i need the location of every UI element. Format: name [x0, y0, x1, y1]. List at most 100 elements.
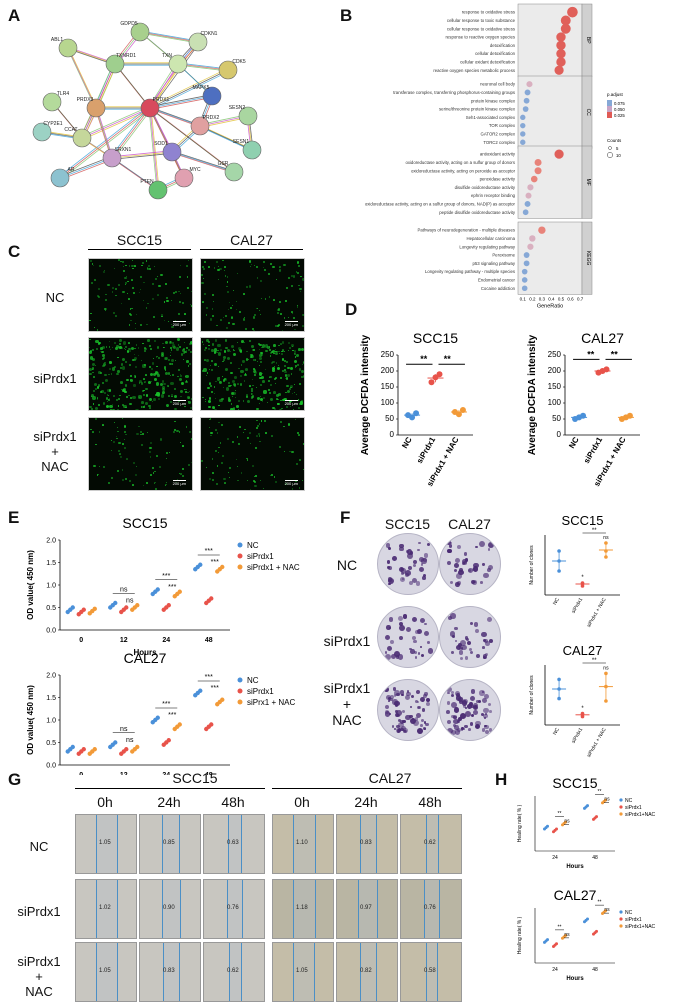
fluorescent-cell	[203, 292, 206, 296]
colony	[414, 655, 418, 659]
y-tick-label: 0.5	[46, 740, 56, 747]
network-node	[218, 60, 238, 80]
go-dot	[525, 192, 532, 199]
fluorescent-cell	[258, 343, 261, 346]
data-point	[166, 738, 171, 743]
fluorescent-cell	[293, 383, 296, 386]
fluorescent-cell	[185, 346, 189, 350]
sig-label: ns	[603, 665, 609, 671]
x-category-label: siPrdx1 + NAC	[586, 597, 608, 629]
fluorescent-cell	[270, 383, 273, 387]
fluorescent-cell	[210, 385, 213, 388]
fluorescent-cell	[183, 404, 185, 406]
fluorescent-cell	[285, 483, 288, 485]
sig-label: ***	[205, 674, 213, 681]
fluorescent-cell	[116, 373, 119, 376]
x-category-label: NC	[552, 727, 561, 737]
fluorescent-cell	[204, 399, 206, 401]
fluorescent-cell	[96, 329, 99, 331]
colony	[410, 694, 414, 699]
x-category-label: siPrdx1	[415, 435, 438, 465]
fluorescent-cell	[178, 275, 181, 278]
fluorescent-cell	[291, 311, 293, 313]
fluorescent-cell	[180, 292, 182, 295]
fluorescent-cell	[299, 401, 302, 404]
go-dot	[556, 40, 566, 51]
colony	[482, 697, 487, 703]
fluorescent-cell	[102, 465, 105, 468]
fluorescent-cell	[271, 350, 276, 354]
fluorescent-cell	[134, 327, 136, 329]
sig-label: ns	[120, 586, 128, 593]
fluorescent-cell	[98, 384, 101, 387]
fluorescent-cell	[202, 396, 204, 399]
legend-label: NC	[247, 676, 259, 685]
go-term-label: p53 signaling pathway	[472, 261, 515, 266]
fluorescent-cell	[145, 374, 147, 376]
fluorescent-cell	[245, 367, 249, 371]
fluorescent-cell	[182, 445, 185, 447]
colony	[478, 699, 482, 703]
fluorescent-cell	[123, 404, 127, 409]
sig-label: ns	[603, 535, 609, 541]
x-tick-label: 12	[120, 772, 128, 775]
colony	[393, 690, 400, 696]
fluorescent-cell	[154, 393, 157, 396]
sig-label: ***	[162, 701, 170, 708]
fluorescent-cell	[110, 439, 113, 442]
colony	[471, 704, 474, 708]
fluorescent-cell	[155, 455, 158, 458]
fluorescent-cell	[151, 466, 154, 470]
legend-label: NC	[247, 541, 259, 550]
data-point	[81, 607, 86, 612]
fluorescent-cell	[190, 340, 192, 344]
fluorescent-cell	[135, 465, 137, 467]
fluorescent-cell	[279, 352, 281, 355]
x-category-label: siPrdx1	[571, 597, 585, 615]
colony	[384, 634, 390, 641]
fluorescent-cell	[289, 405, 291, 407]
fluorescent-cell	[281, 407, 283, 410]
fluorescent-cell	[299, 383, 301, 386]
fluorescent-cell	[209, 418, 212, 420]
fluorescent-cell	[258, 372, 263, 376]
fluorescent-cell	[101, 357, 104, 360]
fluorescent-cell	[136, 432, 139, 435]
fluorescent-cell	[167, 320, 170, 323]
fluorescent-cell	[151, 367, 154, 370]
fluorescent-cell	[294, 418, 297, 421]
fluorescent-cell	[247, 358, 249, 360]
fluorescent-cell	[272, 367, 276, 371]
fluorescent-cell	[142, 378, 145, 380]
colony	[472, 566, 479, 572]
colony	[467, 569, 471, 573]
fluorescent-cell	[152, 297, 155, 301]
fluorescent-cell	[267, 388, 271, 392]
fluorescent-cell	[301, 399, 304, 403]
fluorescent-cell	[283, 425, 286, 428]
y-tick-label: 0.0	[46, 763, 56, 770]
fluorescent-cell	[203, 368, 207, 372]
fluorescent-cell	[170, 323, 172, 325]
fluorescent-cell	[213, 267, 216, 269]
fluorescent-cell	[108, 346, 111, 349]
fluorescent-cell	[189, 303, 191, 305]
colony	[395, 710, 398, 713]
fluorescent-cell	[236, 466, 238, 468]
fluorescent-cell	[151, 283, 155, 286]
network-edge	[112, 108, 152, 160]
fluorescent-cell	[142, 393, 146, 397]
fluorescent-cell	[277, 325, 280, 328]
fluorescent-cell	[114, 315, 117, 317]
fluorescent-cell	[298, 407, 301, 410]
fluorescent-cell	[242, 360, 245, 363]
network-node-label: PTEN	[140, 179, 154, 185]
fluorescent-cell	[138, 395, 142, 399]
colony	[384, 711, 391, 717]
fluorescent-cell	[102, 363, 106, 367]
sig-label: **	[444, 354, 452, 364]
fluorescent-cell	[100, 347, 103, 350]
fluorescent-cell	[217, 465, 219, 467]
go-term-label: Pathways of neurodegeneration - multiple…	[418, 228, 515, 233]
